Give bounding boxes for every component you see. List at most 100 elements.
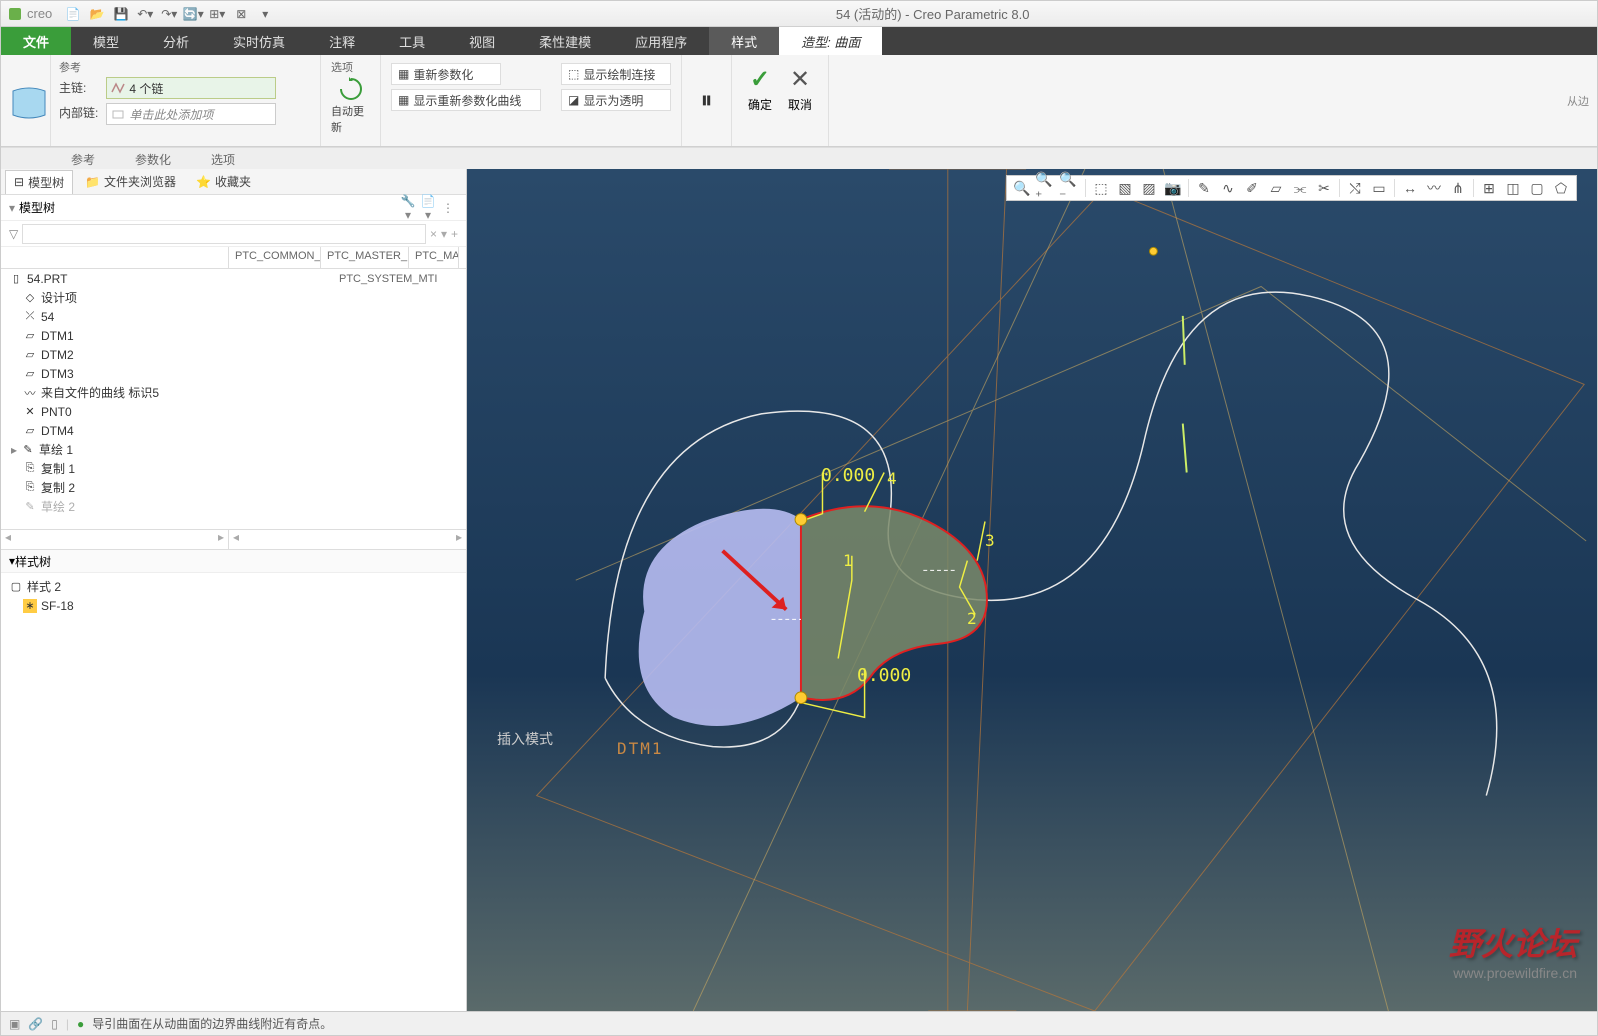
tree-item[interactable]: ◇设计项 xyxy=(1,288,466,307)
knot-icon[interactable]: ⋔ xyxy=(1447,177,1469,199)
main-chain-field[interactable]: 4 个链 xyxy=(106,77,276,99)
style-tree[interactable]: ▢ 样式 2 ∗ SF-18 xyxy=(1,573,466,619)
settings-icon[interactable]: 🔧▾ xyxy=(398,194,418,222)
show-sketch-button[interactable]: ⬚显示绘制连接 xyxy=(561,63,671,85)
analyze-icon[interactable]: 〰 xyxy=(1423,177,1445,199)
style-icon[interactable]: ✎ xyxy=(1193,177,1215,199)
saved-view-icon[interactable]: 📷 xyxy=(1162,177,1184,199)
collapse-icon[interactable]: ▾ xyxy=(9,201,15,215)
trim-icon[interactable]: ✂ xyxy=(1313,177,1335,199)
dimension-1[interactable]: 0.000 xyxy=(821,465,875,486)
col-common[interactable]: PTC_COMMON_ xyxy=(229,247,321,268)
tree-item[interactable]: ⤫54 xyxy=(1,307,466,326)
auto-update-icon[interactable] xyxy=(337,75,365,103)
new-icon[interactable]: 📄 xyxy=(64,5,82,23)
tab-style-surface[interactable]: 造型: 曲面 xyxy=(779,27,882,55)
tree-item[interactable]: ✎草绘 2 xyxy=(1,497,466,516)
sb-icon1[interactable]: ▣ xyxy=(9,1017,20,1031)
subtab-param[interactable]: 参数化 xyxy=(115,148,191,169)
nav-tab-fav[interactable]: ⭐收藏夹 xyxy=(188,170,259,193)
tree-item[interactable]: ▱DTM1 xyxy=(1,326,466,345)
tree-item[interactable]: ▱DTM3 xyxy=(1,364,466,383)
plane-icon[interactable]: ▭ xyxy=(1368,177,1390,199)
tree-item[interactable]: ⎘复制 1 xyxy=(1,459,466,478)
vertex-point[interactable] xyxy=(795,514,807,526)
zoom-fit-icon[interactable]: 🔍 xyxy=(1011,177,1033,199)
subtab-opts[interactable]: 选项 xyxy=(191,148,255,169)
reparam-button[interactable]: ▦重新参数化 xyxy=(391,63,501,85)
tab-tools[interactable]: 工具 xyxy=(377,27,447,55)
subtab-ref[interactable]: 参考 xyxy=(51,148,115,169)
tab-style[interactable]: 样式 xyxy=(709,27,779,55)
filter-input[interactable] xyxy=(22,224,426,244)
tab-view[interactable]: 视图 xyxy=(447,27,517,55)
style-root[interactable]: ▢ 样式 2 xyxy=(1,577,466,596)
show-trans-button[interactable]: ◪显示为透明 xyxy=(561,89,671,111)
surf-icon[interactable]: ▱ xyxy=(1265,177,1287,199)
more-icon[interactable]: ▾ xyxy=(256,5,274,23)
repaint-icon[interactable]: ⬚ xyxy=(1090,177,1112,199)
persp-icon[interactable]: ⬠ xyxy=(1550,177,1572,199)
tab-apps[interactable]: 应用程序 xyxy=(613,27,709,55)
move-icon[interactable]: ↔ xyxy=(1399,177,1421,199)
add-icon[interactable]: + xyxy=(451,227,458,241)
tab-annotate[interactable]: 注释 xyxy=(307,27,377,55)
regen-icon[interactable]: 🔄▾ xyxy=(184,5,202,23)
style-item[interactable]: ∗ SF-18 xyxy=(1,596,466,615)
tab-simulate[interactable]: 实时仿真 xyxy=(211,27,307,55)
inner-chain-field[interactable]: 单击此处添加项 xyxy=(106,103,276,125)
tab-model[interactable]: 模型 xyxy=(71,27,141,55)
pause-icon[interactable]: ⏸ xyxy=(701,87,713,115)
tab-flex[interactable]: 柔性建模 xyxy=(517,27,613,55)
ok-button[interactable]: ✓ 确定 xyxy=(740,59,780,142)
undo-icon[interactable]: ↶▾ xyxy=(136,5,154,23)
tree-item[interactable]: 〰来自文件的曲线 标识5 xyxy=(1,383,466,402)
tree-root[interactable]: ▯ 54.PRT PTC_SYSTEM_MTI xyxy=(1,269,466,288)
cancel-button[interactable]: ✕ 取消 xyxy=(780,59,820,142)
vertex-point[interactable] xyxy=(795,692,807,704)
tab-analysis[interactable]: 分析 xyxy=(141,27,211,55)
zoom-in-icon[interactable]: 🔍⁺ xyxy=(1035,177,1057,199)
grid1-icon[interactable]: ▢ xyxy=(1526,177,1548,199)
show-icon[interactable]: 📄▾ xyxy=(418,194,438,222)
view-icon[interactable]: ▨ xyxy=(1138,177,1160,199)
show-reparam-button[interactable]: ▦显示重新参数化曲线 xyxy=(391,89,541,111)
dropdown-icon[interactable]: ▾ xyxy=(441,227,447,241)
tab-file[interactable]: 文件 xyxy=(1,27,71,55)
viewport[interactable]: 0.000 0.000 1 2 3 4 插入模式 DTM1 🔍 🔍⁺ 🔍⁻ ⬚ … xyxy=(467,169,1597,1011)
scroll-left-icon[interactable]: ◂ xyxy=(233,530,239,549)
tree-item[interactable]: ▸✎草绘 1 xyxy=(1,440,466,459)
col-master[interactable]: PTC_MASTER_M xyxy=(321,247,409,268)
save-icon[interactable]: 💾 xyxy=(112,5,130,23)
scroll-right-icon[interactable]: ▸ xyxy=(456,530,462,549)
grid2-icon[interactable]: ◫ xyxy=(1502,177,1524,199)
grid4-icon[interactable]: ⊞ xyxy=(1478,177,1500,199)
sb-icon3[interactable]: ▯ xyxy=(51,1017,58,1031)
scroll-left-icon[interactable]: ◂ xyxy=(5,530,11,549)
close-icon[interactable]: ⊠ xyxy=(232,5,250,23)
tree-item[interactable]: ▱DTM2 xyxy=(1,345,466,364)
filter-icon[interactable]: ▽ xyxy=(9,227,18,241)
model-tree[interactable]: ▯ 54.PRT PTC_SYSTEM_MTI ◇设计项⤫54▱DTM1▱DTM… xyxy=(1,269,466,529)
scroll-right-icon[interactable]: ▸ xyxy=(218,530,224,549)
col-ma[interactable]: PTC_MA xyxy=(409,247,459,268)
shade-icon[interactable]: ▧ xyxy=(1114,177,1136,199)
dimension-2[interactable]: 0.000 xyxy=(857,665,911,686)
windows-icon[interactable]: ⊞▾ xyxy=(208,5,226,23)
tree-item[interactable]: ✕PNT0 xyxy=(1,402,466,421)
nav-tab-model-tree[interactable]: ⊟模型树 xyxy=(5,170,73,194)
vertex-point[interactable] xyxy=(1149,247,1157,255)
curve-icon[interactable]: ∿ xyxy=(1217,177,1239,199)
sb-icon2[interactable]: 🔗 xyxy=(28,1017,43,1031)
menu-icon[interactable]: ⋮ xyxy=(438,201,458,215)
tree-item[interactable]: ⎘复制 2 xyxy=(1,478,466,497)
col-name[interactable] xyxy=(1,247,229,268)
redo-icon[interactable]: ↷▾ xyxy=(160,5,178,23)
nav-tab-folder[interactable]: 📁文件夹浏览器 xyxy=(77,170,184,193)
edit-icon[interactable]: ✐ xyxy=(1241,177,1263,199)
csys-icon[interactable]: ⤭ xyxy=(1344,177,1366,199)
open-icon[interactable]: 📂 xyxy=(88,5,106,23)
clear-icon[interactable]: × xyxy=(430,227,437,241)
tree-item[interactable]: ▱DTM4 xyxy=(1,421,466,440)
zoom-out-icon[interactable]: 🔍⁻ xyxy=(1059,177,1081,199)
